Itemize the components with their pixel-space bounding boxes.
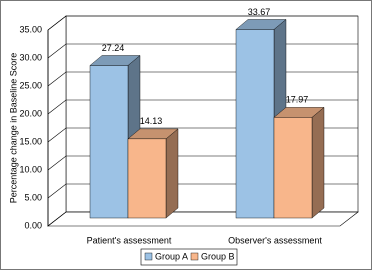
- legend-label: Group A: [155, 251, 188, 261]
- value-label: 27.24: [102, 43, 125, 53]
- y-tick-label: 0.00: [24, 220, 42, 230]
- side-wall: [47, 15, 67, 227]
- grid-line: [47, 15, 358, 31]
- legend-box: [140, 248, 238, 266]
- value-label: 17.97: [286, 95, 309, 105]
- legend-label: Group B: [201, 251, 235, 261]
- y-tick-label: 10.00: [19, 164, 42, 174]
- bar-side: [311, 106, 325, 219]
- value-label: 33.67: [248, 7, 271, 17]
- legend-swatch: [190, 252, 199, 261]
- y-tick-label: 25.00: [19, 80, 42, 90]
- bar: [235, 29, 275, 219]
- bar: [273, 117, 313, 219]
- y-tick-label: 20.00: [19, 108, 42, 118]
- y-tick-label: 15.00: [19, 136, 42, 146]
- value-label: 14.13: [140, 116, 163, 126]
- y-tick-label: 5.00: [24, 192, 42, 202]
- x-tick-label: Observer's assessment: [228, 235, 322, 245]
- bar: [89, 65, 129, 219]
- legend-swatch: [144, 252, 153, 261]
- bar-side: [165, 128, 179, 219]
- x-tick-label: Patient's assessment: [87, 235, 172, 245]
- bar: [127, 138, 167, 219]
- y-tick-label: 30.00: [19, 52, 42, 62]
- y-axis-title: Percentage change in Baseline Score: [8, 53, 18, 204]
- y-tick-label: 35.00: [19, 24, 42, 34]
